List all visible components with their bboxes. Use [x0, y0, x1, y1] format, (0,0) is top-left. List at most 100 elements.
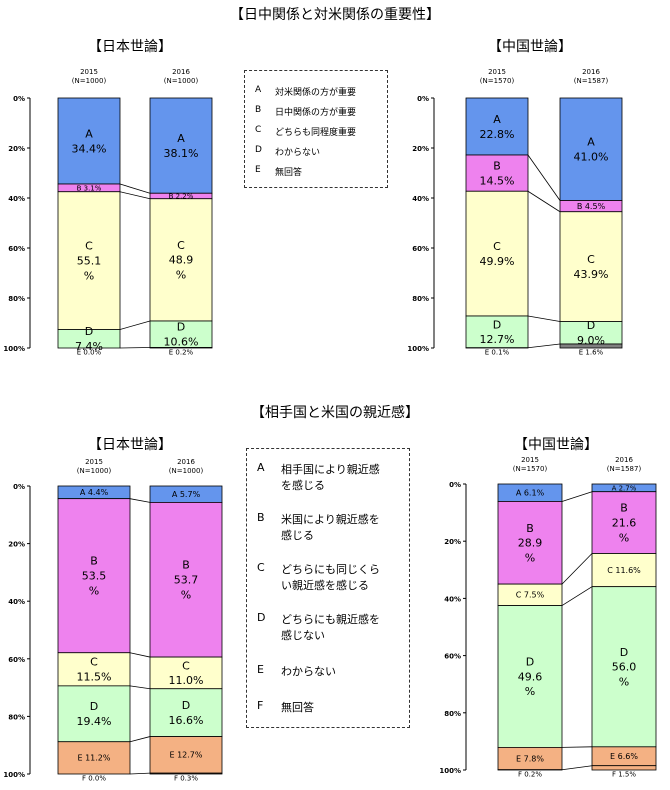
connector-line: [129, 652, 151, 658]
connector-line: [561, 491, 593, 502]
data-label: D 19.4%: [77, 700, 112, 728]
legend-text: どちらにも親近感を 感じない: [281, 613, 380, 642]
top-left-panel-title: 【日本世論】: [88, 39, 172, 55]
connector-line: [527, 190, 561, 213]
y-tick-label: 20%: [8, 541, 25, 549]
data-label: A 41.0%: [574, 136, 609, 164]
data-label: C 11.0%: [169, 659, 204, 687]
y-tick-label: 40%: [8, 195, 25, 203]
y-tick-label: 100%: [407, 345, 429, 353]
legend-bottom: A 相手国により親近感 を感じる B 米国により親近感を 感じる C どちらにも同じく…: [246, 448, 410, 728]
legend-key: A: [257, 461, 265, 474]
data-label: F 1.5%: [612, 770, 636, 778]
connector-line: [129, 685, 151, 690]
bar-segment-f: [149, 772, 223, 775]
data-label: E 0.0%: [77, 348, 102, 356]
legend-bottom-item-f: F 無回答: [257, 699, 401, 715]
data-label: A 4.4%: [80, 488, 109, 497]
bar-segment-e: [149, 736, 223, 774]
legend-text: 米国により親近感を 感じる: [281, 513, 380, 542]
data-label: A 5.7%: [172, 490, 201, 499]
bar-segment-c: [57, 652, 131, 687]
y-tick-label: 60%: [8, 656, 25, 664]
chart-japan-affinity: 0% 20% 40% 60% 80% 100% 2015 (N=1000) 2016 (N=100…: [3, 458, 223, 782]
data-label: E 7.8%: [516, 754, 544, 763]
bar-segment-c: [559, 211, 623, 322]
y-tick-label: 0%: [13, 95, 25, 103]
legend-text: 無回答: [281, 701, 314, 714]
connector-line: [561, 765, 593, 771]
data-label: C 7.5%: [516, 591, 545, 600]
legend-text: 対米関係の方が重要: [275, 88, 357, 98]
data-label: C 55.1%: [77, 240, 102, 283]
data-label: A 38.1%: [164, 132, 199, 160]
connector-line: [119, 183, 151, 194]
legend-bottom-item-b: B 米国により親近感を 感じる: [257, 511, 401, 543]
legend-text: 日中関係の方が重要: [275, 108, 357, 118]
bar-segment-d: [149, 688, 223, 737]
chart-china-importance: 0% 20% 40% 60% 80% 100% 2015 (N=1570) 2016 (N=158…: [407, 68, 623, 356]
y-tick-label: 100%: [3, 345, 25, 353]
bar-segment-b: [149, 502, 223, 658]
data-label: F 0.2%: [518, 770, 542, 778]
legend-key: F: [257, 699, 264, 712]
connector-line: [119, 347, 151, 349]
data-label: C 43.9%: [574, 253, 609, 281]
data-label: F 0.0%: [82, 774, 106, 782]
chart-china-affinity: 0% 20% 40% 60% 80% 100% 2015 (N=1570) 2016 (N=158…: [439, 456, 657, 778]
category-label: 2015 (N=1570): [513, 456, 548, 473]
data-label: D 16.6%: [169, 699, 204, 727]
top-right-panel-title: 【中国世論】: [488, 39, 572, 55]
category-label: 2015 (N=1000): [77, 458, 112, 475]
data-label: E 0.2%: [169, 348, 194, 356]
bar-segment-b: [591, 491, 657, 554]
data-label: C 48.9%: [169, 239, 194, 282]
bar-segment-a: [465, 97, 529, 156]
top-section-title: 【日中関係と対米関係の重要性】: [230, 7, 440, 23]
connector-line: [561, 553, 593, 585]
y-tick-label: 40%: [8, 598, 25, 606]
bar-segment-c: [149, 198, 213, 322]
bar-segment-a: [149, 97, 213, 194]
data-label: E 6.6%: [610, 752, 638, 761]
bar-segment-c: [465, 190, 529, 317]
data-label: E 11.2%: [77, 754, 110, 763]
data-label: E 0.1%: [485, 348, 510, 356]
y-tick-label: 0%: [449, 481, 461, 489]
y-tick-label: 0%: [13, 483, 25, 491]
bar-segment-b: [57, 498, 131, 654]
connector-line: [527, 315, 561, 322]
data-label: E 12.7%: [169, 751, 202, 760]
y-tick-label: 100%: [3, 771, 25, 779]
legend-top-item-d: D わからない: [255, 145, 379, 158]
connector-line: [561, 746, 593, 748]
data-label: A 22.8%: [480, 113, 515, 141]
y-tick-label: 20%: [8, 145, 25, 153]
legend-text: わからない: [281, 665, 336, 678]
legend-top-item-c: C どちらも同程度重要: [255, 125, 379, 138]
legend-key: B: [255, 105, 262, 115]
y-tick-label: 100%: [439, 767, 461, 775]
data-label: A 34.4%: [72, 127, 107, 155]
data-label: B 53.7%: [174, 559, 199, 602]
legend-bottom-item-a: A 相手国により親近感 を感じる: [257, 461, 401, 493]
y-tick-label: 80%: [8, 295, 25, 303]
y-tick-label: 80%: [444, 710, 461, 718]
data-label: C 11.5%: [77, 656, 112, 684]
bottom-left-panel-title: 【日本世論】: [88, 437, 172, 453]
data-label: D 12.7%: [480, 318, 515, 346]
bar-segment-e: [559, 343, 623, 349]
legend-key: C: [255, 125, 262, 135]
bar-segment-e: [57, 741, 131, 775]
legend-key: A: [255, 85, 262, 95]
legend-bottom-item-d: D どちらにも親近感を 感じない: [257, 611, 401, 643]
connector-line: [129, 772, 151, 775]
data-label: A 2.7%: [612, 484, 637, 492]
y-tick-label: 60%: [8, 245, 25, 253]
data-label: F 0.3%: [174, 774, 198, 782]
y-tick-label: 80%: [412, 295, 429, 303]
bar-segment-a: [559, 97, 623, 201]
data-label: B 28.9%: [518, 522, 543, 565]
legend-top-item-a: A 対米関係の方が重要: [255, 85, 379, 98]
data-label: D 7.4%: [75, 325, 103, 353]
